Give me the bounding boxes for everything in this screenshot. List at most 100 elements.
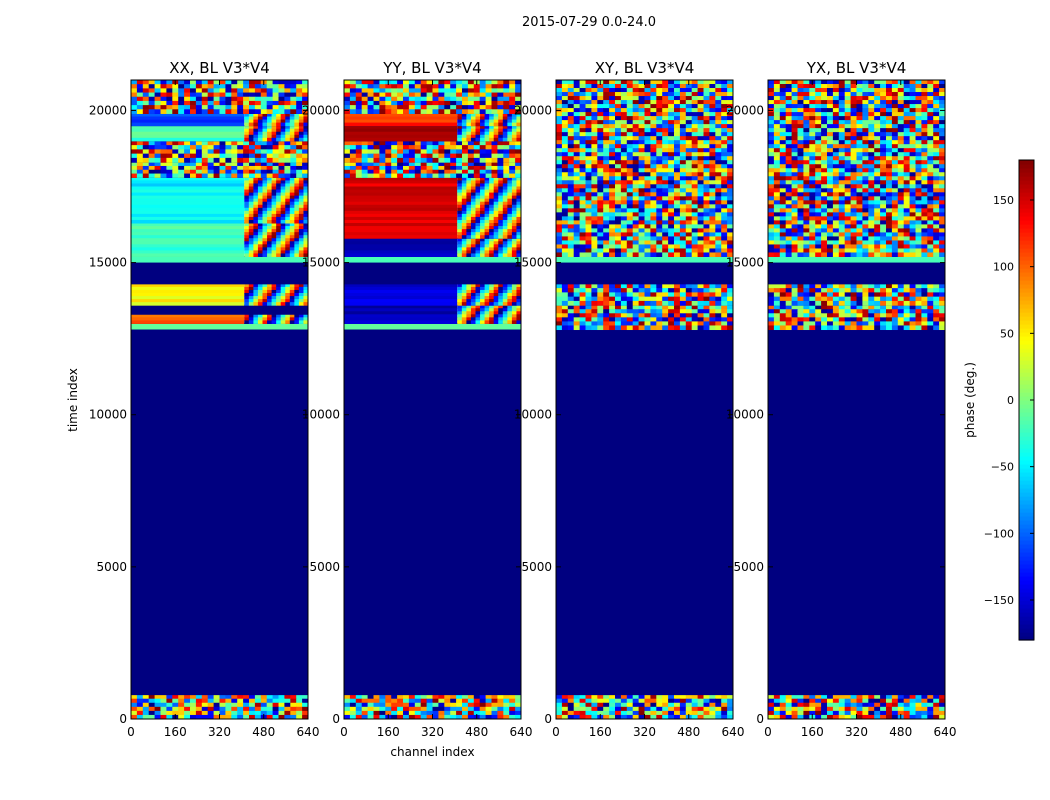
heatmap-cell [414,169,422,175]
heatmap-cell [609,132,616,137]
heatmap-cell [414,145,422,150]
heatmap-cell [391,157,398,163]
heatmap-cell [466,201,472,206]
heatmap-cell [154,698,161,704]
heatmap-cell [254,173,262,178]
heatmap-cell [567,220,575,225]
heatmap-cell [294,247,300,251]
heatmap-cell [160,105,167,110]
heatmap-cell [278,96,285,102]
heatmap-cell [511,289,517,294]
heatmap-cell [276,253,282,257]
heatmap-cell [507,183,513,187]
heatmap-cell [650,192,657,197]
heatmap-cell [225,162,232,167]
heatmap-cell [213,710,220,716]
heatmap-cell [626,248,634,253]
heatmap-cell [426,88,433,94]
heatmap-cell [515,702,522,708]
heatmap-cell [821,710,828,716]
heatmap-cell [391,162,398,167]
heatmap-cell [276,116,282,121]
heatmap-cell [262,299,268,303]
heatmap-cell [668,305,675,310]
heatmap-cell [253,213,259,218]
heatmap-cell [620,212,628,217]
heatmap-cell [166,698,173,704]
heatmap-cell [403,92,410,98]
heatmap-cell [939,702,946,708]
heatmap-cell [344,210,458,215]
heatmap-cell [131,131,245,136]
heatmap-cell [225,84,232,89]
heatmap-cell [573,152,581,157]
heatmap-cell [237,162,244,167]
heatmap-cell [479,710,487,716]
heatmap-cell [131,283,245,288]
heatmap-cell [253,186,259,191]
heatmap-cell [266,157,274,163]
heatmap-cell [685,321,693,326]
heatmap-cell [644,244,651,249]
heatmap-cell [225,145,232,150]
heatmap-cell [457,189,463,194]
heatmap-cell [626,321,634,326]
heatmap-cell [379,145,386,150]
heatmap-cell [296,145,303,150]
heatmap-block [131,255,308,263]
heatmap-cell [285,229,291,233]
heatmap-cell [289,119,295,124]
heatmap-cell [791,305,798,310]
heatmap-cell [679,188,687,193]
heatmap-cell [674,710,681,716]
heatmap-cell [466,311,472,315]
heatmap-cell [679,313,687,318]
heatmap-cell [480,293,486,297]
heatmap-cell [685,283,693,289]
heatmap-cell [243,100,250,106]
heatmap-cell [556,100,563,105]
heatmap-cell [280,299,286,303]
heatmap-cell [591,252,598,257]
heatmap-cell [516,192,522,197]
heatmap-cell [267,219,273,224]
heatmap-cell [280,241,286,245]
heatmap-cell [591,124,598,129]
heatmap-cell [727,196,734,201]
heatmap-cell [915,694,922,700]
heatmap-cell [166,145,173,150]
heatmap-cell [260,149,268,155]
heatmap-cell [656,706,663,712]
heatmap-cell [721,305,728,310]
x-tick-label: 160 [164,725,187,739]
heatmap-cell [489,302,495,306]
heatmap-cell [656,160,663,165]
heatmap-cell [213,145,220,150]
heatmap-cell [939,698,946,704]
heatmap-cell [475,283,481,288]
heatmap-cell [502,134,508,139]
heatmap-cell [909,698,916,704]
heatmap-cell [626,120,634,125]
heatmap-cell [668,148,675,153]
heatmap-cell [154,88,161,94]
heatmap-cell [457,247,463,251]
heatmap-cell [709,132,716,137]
heatmap-cell [379,698,386,704]
heatmap-cell [591,104,598,109]
heatmap-cell [585,710,592,716]
heatmap-cell [267,134,273,139]
heatmap-cell [679,283,687,289]
heatmap-cell [498,198,504,203]
heatmap-cell [225,140,232,146]
heatmap-cell [638,140,645,145]
heatmap-cell [674,144,681,149]
heatmap-cell [709,317,716,322]
heatmap-cell [516,204,522,209]
heatmap-cell [160,153,167,159]
heatmap-cell [294,125,300,130]
heatmap-cell [248,201,254,206]
heatmap-cell [257,296,263,300]
heatmap-cell [597,96,604,101]
heatmap-cell [615,248,622,253]
